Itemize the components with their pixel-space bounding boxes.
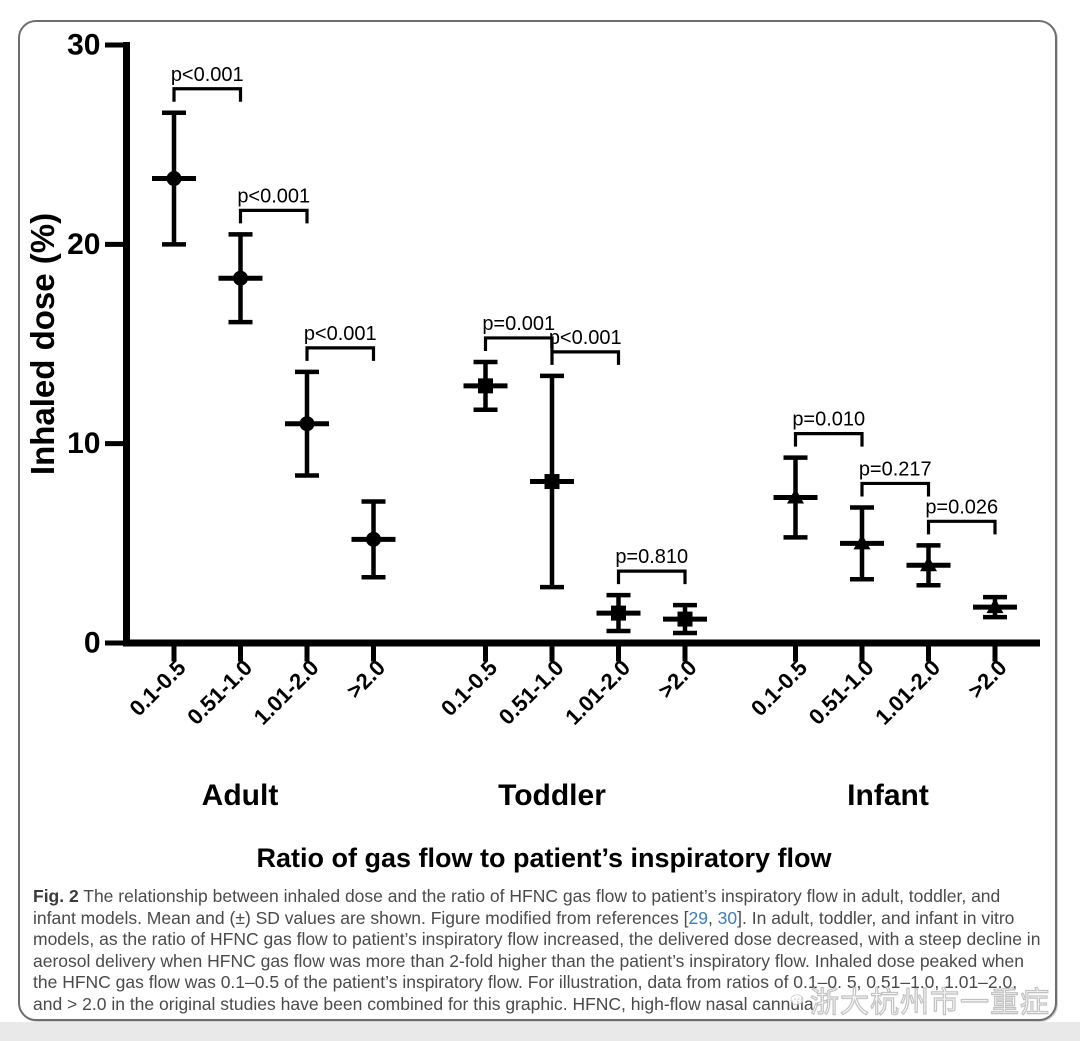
x-tick-label: >2.0 — [963, 655, 1011, 703]
x-tick-label: 1.01-2.0 — [870, 655, 945, 730]
data-point-square — [611, 605, 626, 621]
p-value-label: p<0.001 — [237, 185, 310, 207]
figure-caption: Fig. 2 The relationship between inhaled … — [33, 886, 1045, 1015]
p-value-label: p<0.001 — [304, 323, 377, 345]
figure-frame: 0 10 20 30 Inhaled dose (%) 0.1-0.5 0.51-1.0 1.… — [18, 20, 1057, 1021]
p-value-label: p=0.026 — [925, 496, 998, 518]
p-value-label: p=0.010 — [792, 409, 865, 431]
data-point-square — [478, 378, 493, 394]
reference-link-29[interactable]: 29 — [688, 907, 708, 928]
p-value-label: p=0.001 — [482, 313, 555, 335]
p-value-bracket — [860, 481, 931, 497]
p-value-bracket — [550, 350, 621, 365]
data-point-circle — [166, 171, 182, 187]
figure-label: Fig. 2 — [33, 886, 79, 906]
group-label: Infant — [847, 779, 929, 812]
x-tick-label: 1.01-2.0 — [560, 655, 635, 730]
y-tick-label: 10 — [67, 427, 100, 460]
x-tick-label: 0.1-0.5 — [746, 655, 812, 721]
caption-ref-bracket-open: [ — [683, 907, 689, 928]
x-tick-label: 0.51-1.0 — [804, 655, 879, 730]
x-tick-label: 0.51-1.0 — [494, 655, 569, 730]
p-value-label: p<0.001 — [171, 64, 244, 86]
y-tick-label: 0 — [84, 627, 101, 660]
x-axis-title: Ratio of gas flow to patient’s inspirato… — [256, 843, 832, 873]
data-point-square — [677, 611, 693, 627]
caption-ref-bracket-close: ]. — [737, 907, 752, 928]
p-value-label: p=0.217 — [859, 458, 932, 480]
p-value-bracket — [238, 208, 309, 224]
p-value-label: p<0.001 — [549, 327, 622, 349]
p-value-bracket — [483, 336, 554, 351]
data-point-circle — [299, 416, 315, 432]
caption-text-before-refs: The relationship between inhaled dose an… — [33, 886, 1001, 928]
caption-ref-separator: , — [707, 907, 718, 928]
p-value-bracket — [172, 87, 243, 102]
p-value-bracket — [926, 519, 997, 535]
x-tick-label: 1.01-2.0 — [249, 655, 324, 730]
data-point-triangle — [920, 556, 937, 572]
caption-text-after-refs: In adult, toddler, and infant in vitro m… — [33, 907, 1041, 1014]
p-value-label: p=0.810 — [615, 546, 688, 568]
x-tick-label: >2.0 — [342, 655, 390, 703]
group-label: Toddler — [498, 779, 606, 812]
bottom-strip — [0, 1022, 1080, 1041]
data-point-triangle — [787, 488, 804, 504]
x-tick-label: 0.1-0.5 — [436, 655, 502, 721]
p-value-bracket — [305, 346, 376, 361]
x-tick-label: 0.51-1.0 — [182, 655, 257, 730]
y-axis-title: Inhaled dose (%) — [24, 213, 61, 475]
p-value-bracket — [616, 569, 687, 585]
data-point-circle — [366, 531, 381, 547]
data-point-triangle — [986, 598, 1004, 614]
reference-link-30[interactable]: 30 — [717, 907, 738, 928]
y-tick-label: 20 — [67, 228, 100, 261]
data-point-square — [544, 474, 560, 490]
x-tick-label: >2.0 — [653, 655, 701, 703]
data-point-circle — [233, 270, 248, 286]
data-point-triangle — [853, 534, 871, 550]
p-value-bracket — [793, 432, 864, 447]
group-label: Adult — [202, 779, 279, 812]
y-tick-label: 30 — [67, 29, 100, 62]
x-tick-label: 0.1-0.5 — [124, 655, 190, 721]
